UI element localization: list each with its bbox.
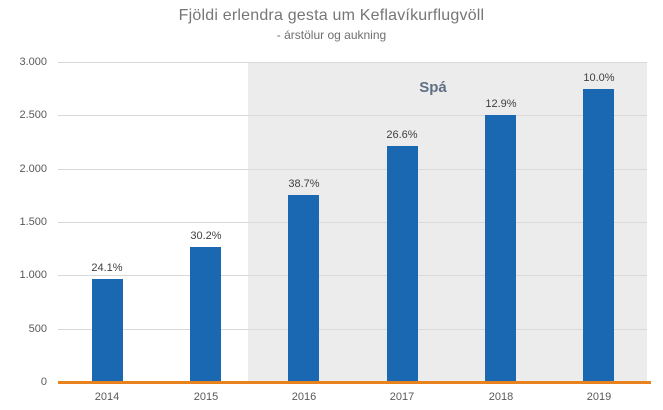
gridline	[58, 222, 647, 223]
x-axis-tick-label: 2019	[586, 391, 612, 403]
gridline	[58, 62, 647, 63]
y-axis-tick-label: 2.500	[19, 109, 47, 121]
bar-value-label: 12.9%	[485, 98, 517, 110]
y-axis-tick-label: 0	[40, 376, 47, 388]
y-axis-tick-label: 3.000	[19, 56, 47, 68]
bar-2017	[387, 146, 418, 382]
x-axis-tick-label: 2016	[291, 391, 317, 403]
bar-value-label: 38.7%	[288, 178, 320, 190]
gridline	[58, 275, 647, 276]
y-axis-tick-label: 1.000	[19, 269, 47, 281]
bar-value-label: 30.2%	[190, 230, 222, 242]
bar-2016	[288, 195, 319, 382]
x-axis-tick-label: 2017	[389, 391, 415, 403]
gridline	[58, 329, 647, 330]
x-axis-tick-label: 2018	[488, 391, 514, 403]
bar-value-label: 24.1%	[91, 262, 123, 274]
bar-2019	[583, 89, 614, 382]
gridline	[58, 115, 647, 116]
bar-value-label: 10.0%	[583, 72, 615, 84]
chart-title: Fjöldi erlendra gesta um Keflavíkurflugv…	[178, 7, 485, 24]
bar-2018	[485, 115, 516, 382]
y-axis-tick-label: 1.500	[19, 216, 47, 228]
bar-value-label: 26.6%	[386, 129, 418, 141]
x-axis-tick-label: 2015	[193, 391, 219, 403]
bar-2014	[92, 279, 123, 382]
chart-subtitle: - árstölur og aukning	[276, 28, 387, 42]
forecast-label: Spá	[419, 79, 447, 96]
x-axis-baseline	[58, 381, 651, 384]
gridline	[58, 169, 647, 170]
y-axis-tick-label: 2.000	[19, 163, 47, 175]
bar-2015	[190, 247, 221, 382]
y-axis-tick-label: 500	[28, 323, 47, 335]
x-axis-tick-label: 2014	[94, 391, 120, 403]
